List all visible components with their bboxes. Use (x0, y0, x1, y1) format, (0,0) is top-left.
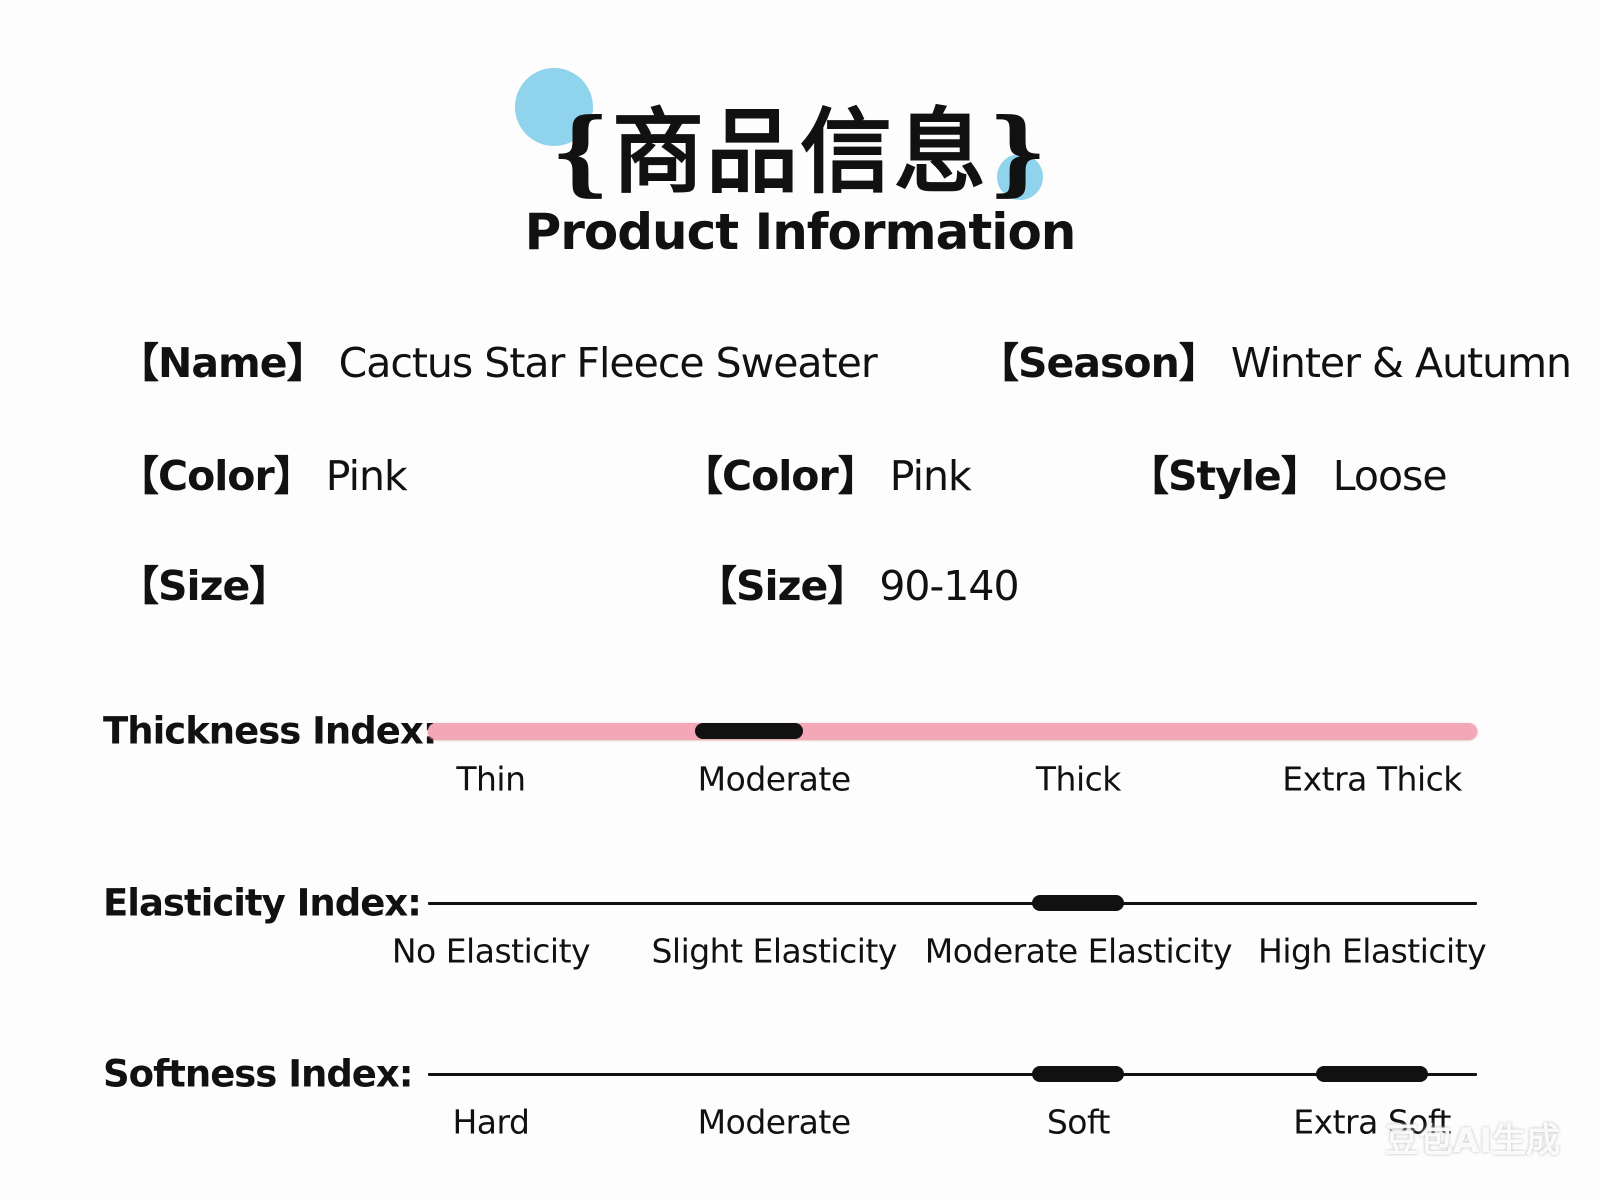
decor-bubble (515, 68, 593, 146)
field: 【Size】 (118, 552, 290, 612)
level-label: Moderate Elasticity (924, 931, 1233, 971)
field-label: 【Size】 (118, 562, 290, 610)
field-label: 【Color】 (118, 452, 315, 500)
level-highlight (1032, 895, 1125, 911)
index-track (428, 723, 1477, 739)
field-value: Winter & Autumn (1230, 339, 1572, 387)
level-label: Hard (452, 1102, 530, 1142)
level-highlight (1032, 1066, 1125, 1082)
level-label: Extra Thick (1282, 759, 1462, 799)
level-highlight (695, 723, 804, 739)
level-label: High Elasticity (1258, 931, 1487, 971)
level-label: Thin (456, 759, 526, 799)
field: 【Color】 Pink (118, 442, 408, 502)
field-value: Loose (1332, 452, 1448, 500)
level-label: Extra Soft (1293, 1102, 1451, 1142)
title-en: Product Information (524, 203, 1077, 261)
index-track (428, 1072, 1477, 1076)
field-label: 【Season】 (978, 339, 1220, 387)
index-label: Elasticity Index: (103, 881, 422, 925)
index-label: Softness Index: (103, 1052, 414, 1096)
field-value: 90-140 (879, 562, 1019, 610)
field-label: 【Color】 (682, 452, 879, 500)
field-label: 【Name】 (118, 339, 328, 387)
field: 【Size】 90-140 (696, 552, 1020, 612)
index-track (428, 901, 1477, 905)
field: 【Color】 Pink (682, 442, 972, 502)
field-value: Pink (325, 452, 408, 500)
decor-bubble (997, 154, 1043, 200)
field-label: 【Size】 (696, 562, 868, 610)
level-label: Thick (1035, 759, 1122, 799)
field-value: Cactus Star Fleece Sweater (338, 339, 878, 387)
title-cn: {商品信息} (550, 98, 1050, 206)
field: 【Style】 Loose (1128, 442, 1448, 502)
index-label: Thickness Index: (103, 709, 438, 753)
level-highlight (1316, 1066, 1429, 1082)
field-value: Pink (889, 452, 972, 500)
level-label: Slight Elasticity (651, 931, 897, 971)
level-label: Soft (1046, 1102, 1111, 1142)
level-label: No Elasticity (391, 931, 591, 971)
field: 【Name】 Cactus Star Fleece Sweater (118, 329, 878, 389)
watermark: 豆包AI生成 (1385, 1121, 1560, 1161)
field: 【Season】 Winter & Autumn (978, 329, 1572, 389)
level-label: Moderate (697, 1102, 851, 1142)
level-label: Moderate (697, 759, 851, 799)
field-label: 【Style】 (1128, 452, 1322, 500)
